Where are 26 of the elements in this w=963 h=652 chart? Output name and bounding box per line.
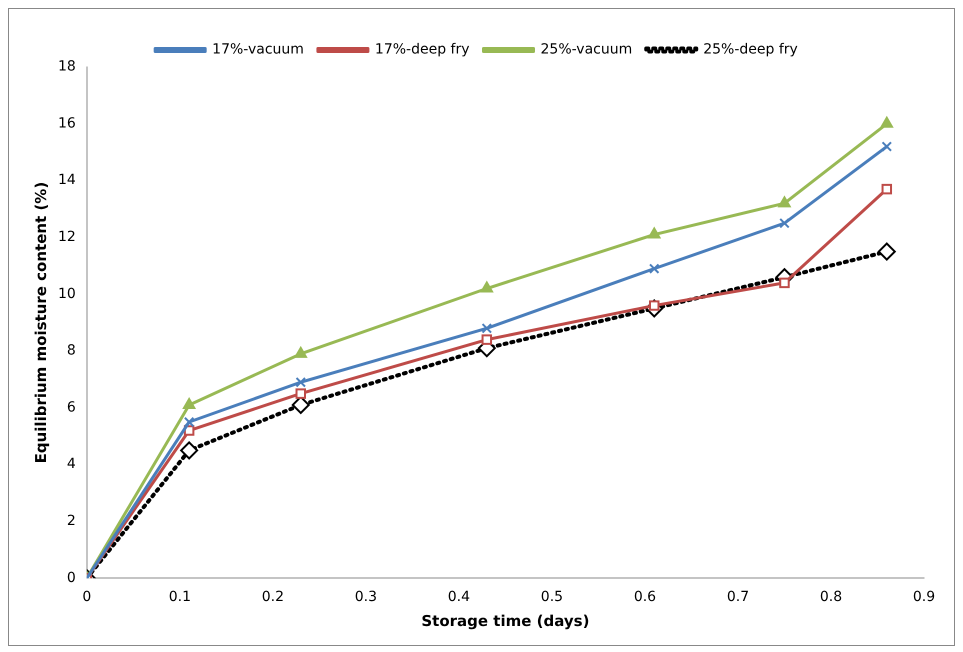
x-tick-label: 0.2	[262, 589, 284, 606]
x-axis-title: Storage time (days)	[421, 612, 590, 630]
x-tick-label: 0.8	[820, 589, 842, 606]
x-tick-label: 0.3	[354, 589, 378, 606]
legend-label: 17%-vacuum	[212, 42, 304, 58]
legend-label: 17%-deep fry	[374, 42, 470, 58]
y-tick-label: 16	[58, 115, 76, 132]
y-tick-label: 6	[66, 399, 76, 416]
legend-label: 25%-vacuum	[540, 42, 632, 58]
y-axis-title: Equilibrium moisture content (%)	[32, 182, 50, 464]
x-tick-label: 0.6	[634, 589, 656, 606]
y-tick-label: 2	[66, 513, 76, 530]
y-tick-label: 0	[66, 570, 76, 586]
y-tick-label: 14	[58, 172, 76, 188]
x-tick-label: 0	[82, 589, 92, 606]
legend-label: 25%-deep fry	[703, 42, 798, 58]
y-tick-label: 12	[58, 229, 76, 246]
y-tick-label: 18	[58, 58, 76, 75]
x-tick-label: 0.1	[168, 589, 191, 606]
x-tick-label: 0.7	[726, 589, 750, 606]
x-tick-label: 0.5	[540, 589, 564, 606]
x-tick-label: 0.4	[448, 589, 470, 606]
y-tick-label: 4	[66, 456, 76, 472]
x-tick-label: 0.9	[912, 589, 936, 606]
y-tick-label: 10	[58, 286, 76, 302]
y-tick-label: 8	[66, 342, 76, 359]
